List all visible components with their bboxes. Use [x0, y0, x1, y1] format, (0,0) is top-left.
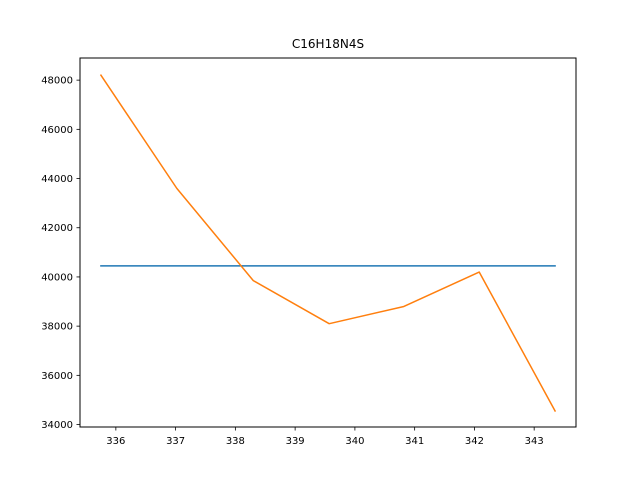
- chart-title: C16H18N4S: [292, 37, 364, 51]
- plot-frame: [79, 57, 577, 428]
- y-tick-label: 38000: [41, 322, 73, 333]
- y-tick-label: 42000: [41, 223, 73, 234]
- y-tick-label: 48000: [41, 76, 73, 87]
- x-tick-label: 342: [465, 436, 484, 447]
- y-tick-label: 34000: [41, 420, 73, 431]
- x-tick-label: 337: [166, 436, 185, 447]
- series-line-2: [99, 74, 557, 413]
- y-tick-label: 44000: [41, 174, 73, 185]
- x-tick-label: 341: [405, 436, 424, 447]
- x-tick-label: 336: [106, 436, 125, 447]
- x-tick-label: 338: [226, 436, 245, 447]
- series-layer: [99, 74, 557, 413]
- axes-layer: 336 337 338 339 340 341 342 343 34000 36000 38000 4…: [41, 76, 544, 447]
- y-tick-label: 36000: [41, 371, 73, 382]
- y-tick-label: 40000: [41, 272, 73, 283]
- y-tick-label: 46000: [41, 125, 73, 136]
- x-tick-label: 343: [525, 436, 544, 447]
- x-tick-label: 340: [345, 436, 364, 447]
- x-tick-label: 339: [286, 436, 305, 447]
